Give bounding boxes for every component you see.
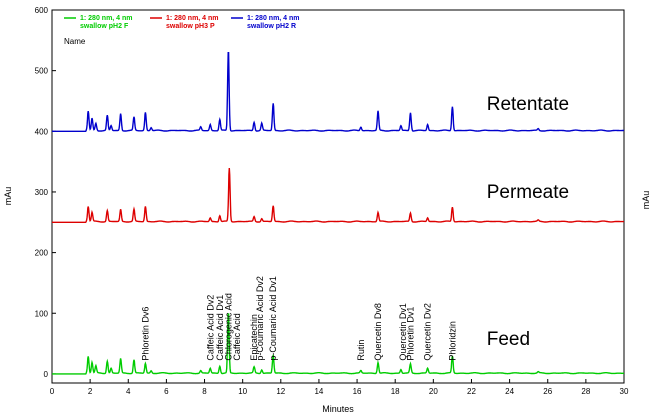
- peak-annotations: Phloretin Dv6 Caffeic Acid Dv2 Caffeic Aci…: [140, 276, 457, 361]
- x-tick-label: 6: [164, 387, 169, 396]
- x-tick-label: 28: [581, 387, 590, 396]
- peak-label: Quercetin Dv2: [423, 303, 433, 361]
- y-axis-label-right: mAu: [641, 191, 651, 210]
- x-tick-label: 12: [276, 387, 285, 396]
- peak-label: Caffeic Acid Dv1: [215, 295, 225, 361]
- y-tick-label: 600: [35, 6, 49, 15]
- series-line-1: [52, 313, 624, 375]
- x-tick-label: 26: [543, 387, 552, 396]
- series-label: Permeate: [487, 182, 569, 203]
- series-line-2: [52, 168, 625, 223]
- x-tick-label: 14: [314, 387, 323, 396]
- x-tick-label: 4: [126, 387, 131, 396]
- y-tick-label: 100: [35, 309, 49, 318]
- peak-label: Phloridzin: [447, 321, 457, 361]
- x-tick-label: 18: [391, 387, 400, 396]
- legend-entry-line1: 1: 280 nm, 4 nm: [247, 15, 300, 22]
- y-tick-label: 0: [44, 370, 49, 379]
- y-tick-label: 400: [35, 127, 49, 136]
- x-tick-label: 8: [202, 387, 207, 396]
- legend-entry-line2: swallow pH2 R: [247, 23, 296, 30]
- x-axis-label: Minutes: [322, 404, 354, 414]
- x-tick-label: 0: [50, 387, 55, 396]
- peak-label: p-Coumaric Acid Dv2: [255, 276, 265, 361]
- peak-label: Caffeic Acid: [232, 313, 242, 360]
- y-axis-label-left: mAu: [3, 187, 13, 206]
- series-label: Retentate: [487, 94, 569, 115]
- peak-label: Caffeic Acid Dv2: [205, 295, 215, 361]
- x-tick-label: 20: [429, 387, 438, 396]
- x-tick-label: 10: [238, 387, 247, 396]
- peak-label: Rutin: [356, 340, 366, 361]
- y-tick-label: 300: [35, 188, 49, 197]
- peak-label: Quercetin Dv1: [398, 303, 408, 361]
- series-label: Feed: [487, 329, 530, 350]
- legend-entry-line1: 1: 280 nm, 4 nm: [166, 15, 219, 22]
- peak-label: p-Coumaric Acid Dv1: [268, 276, 278, 361]
- x-tick-label: 24: [505, 387, 514, 396]
- peak-label: Chlorogenic Acid: [223, 293, 233, 361]
- y-tick-label: 500: [35, 67, 49, 76]
- legend-entry-line1: 1: 280 nm, 4 nm: [80, 15, 133, 22]
- x-tick-label: 2: [88, 387, 93, 396]
- x-tick-label: 16: [353, 387, 362, 396]
- legend-title: Name: [64, 37, 86, 46]
- plot-frame: [51, 9, 625, 384]
- peak-label: Epicatechin: [249, 314, 259, 361]
- x-tick-label: 22: [467, 387, 476, 396]
- x-tick-label: 30: [620, 387, 629, 396]
- peak-label: Phloretin Dv6: [140, 307, 150, 361]
- series-line-3: [52, 52, 624, 132]
- series-layer: Feed Permeate Retentate: [52, 52, 625, 375]
- legend-entry-line2: swallow pH2 F: [80, 23, 129, 30]
- y-tick-label: 200: [35, 249, 49, 258]
- legend-entry-line2: swallow pH3 P: [166, 23, 215, 30]
- peak-label: Quercetin Dv8: [373, 303, 383, 361]
- peak-label: Phloretin Dv1: [406, 307, 416, 361]
